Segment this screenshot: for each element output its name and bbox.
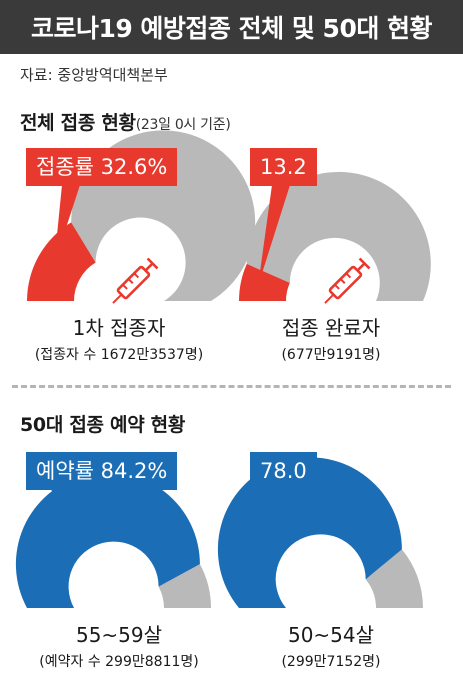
- gauge-label: 55~59살: [75, 623, 163, 647]
- syringe-icon: [324, 257, 371, 304]
- gauge-value-fill: [27, 222, 96, 301]
- chart-title: 코로나19 예방접종 전체 및 50대 현황: [0, 0, 463, 54]
- gauge-sublabel: (접종자 수 1672만3537명): [34, 347, 204, 363]
- callout-pointer: [54, 185, 80, 265]
- gauge-label: 접종 완료자: [281, 316, 381, 340]
- gauge-label: 1차 접종자: [72, 316, 166, 340]
- source-note: 자료: 중앙방역대책본부: [20, 66, 168, 84]
- section-title-50s: 50대 접종 예약 현황: [20, 414, 186, 436]
- gauge-value-fill: [217, 457, 402, 608]
- gauge-remainder: [158, 564, 211, 608]
- gauge-callout-value: 예약률 84.2%: [26, 452, 178, 490]
- callout-pointer: [50, 489, 101, 536]
- gauge-callout-value: 78.0: [250, 452, 317, 490]
- gauge-callout-value: 접종률 32.6%: [26, 148, 178, 186]
- section-title-overall: 전체 접종 현황(23일 0시 기준): [20, 108, 231, 135]
- gauge-value-fill: [239, 263, 290, 301]
- gauge-sublabel: (677만9191명): [281, 347, 381, 363]
- gauge-sublabel: (299만7152명): [281, 654, 381, 670]
- gauge-callout-value: 13.2: [250, 148, 317, 186]
- gauge-label: 50~54살: [287, 623, 375, 647]
- gauge-remainder: [365, 549, 423, 608]
- syringe-icon: [112, 257, 159, 304]
- gauge-sublabel: (예약자 수 299만8811명): [39, 654, 199, 670]
- gauge-value-fill: [15, 472, 200, 608]
- section-divider: [12, 385, 451, 388]
- gauge-remainder: [246, 171, 431, 301]
- callout-pointer: [262, 489, 306, 538]
- section-title-overall-text: 전체 접종 현황: [20, 112, 136, 134]
- callout-pointer: [258, 185, 290, 286]
- section-date-note: (23일 0시 기준): [135, 117, 231, 133]
